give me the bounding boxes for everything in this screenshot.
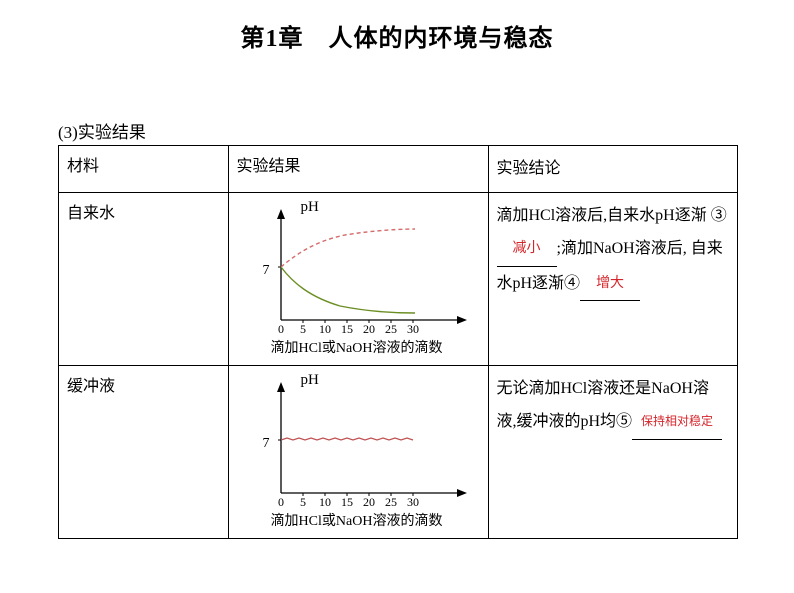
answer-3: 减小 bbox=[513, 241, 541, 256]
answer-4: 增大 bbox=[596, 276, 624, 291]
svg-text:5: 5 bbox=[300, 322, 306, 336]
cell-chart-water: pH 7 0 5 10 15 20 25 3 bbox=[228, 192, 488, 365]
text: 液,缓冲液的pH均⑤ bbox=[497, 413, 633, 430]
cell-material-water: 自来水 bbox=[59, 192, 229, 365]
svg-text:10: 10 bbox=[319, 495, 331, 509]
cell-conclusion-buffer: 无论滴加HCl溶液还是NaOH溶 液,缓冲液的pH均⑤ 保持相对稳定 bbox=[488, 365, 738, 538]
cell-chart-buffer: pH 7 0 5 10 15 20 25 30 bbox=[228, 365, 488, 538]
chart-water: pH 7 0 5 10 15 20 25 3 bbox=[237, 199, 477, 359]
svg-text:5: 5 bbox=[300, 495, 306, 509]
blank-5: 保持相对稳定 bbox=[632, 405, 722, 440]
table-row: 缓冲液 pH 7 0 5 10 15 20 25 bbox=[59, 365, 738, 538]
answer-5: 保持相对稳定 bbox=[641, 414, 713, 428]
svg-text:0: 0 bbox=[278, 322, 284, 336]
chart-buffer: pH 7 0 5 10 15 20 25 30 bbox=[237, 372, 477, 532]
svg-text:0: 0 bbox=[278, 495, 284, 509]
x-label: 滴加HCl或NaOH溶液的滴数 bbox=[237, 337, 477, 357]
section-label: (3)实验结果 bbox=[58, 118, 146, 143]
text: 滴加HCl溶液后,自来水pH逐渐 bbox=[497, 207, 707, 224]
header-result: 实验结果 bbox=[228, 146, 488, 193]
svg-text:25: 25 bbox=[385, 495, 397, 509]
blank-4: 增大 bbox=[580, 267, 640, 302]
svg-text:25: 25 bbox=[385, 322, 397, 336]
svg-text:10: 10 bbox=[319, 322, 331, 336]
cell-material-buffer: 缓冲液 bbox=[59, 365, 229, 538]
svg-text:15: 15 bbox=[341, 322, 353, 336]
cell-conclusion-water: 滴加HCl溶液后,自来水pH逐渐 ③减小;滴加NaOH溶液后, 自来水pH逐渐④… bbox=[488, 192, 738, 365]
blank-3: 减小 bbox=[497, 232, 557, 267]
chart-svg-water: 0 5 10 15 20 25 30 bbox=[265, 205, 475, 340]
svg-text:15: 15 bbox=[341, 495, 353, 509]
header-material: 材料 bbox=[59, 146, 229, 193]
svg-text:20: 20 bbox=[363, 322, 375, 336]
svg-text:30: 30 bbox=[407, 322, 419, 336]
header-conclusion: 实验结论 bbox=[488, 146, 738, 193]
text: 无论滴加HCl溶液还是NaOH溶 bbox=[497, 380, 709, 397]
page-title: 第1章 人体的内环境与稳态 bbox=[0, 0, 794, 53]
text: ;滴加NaOH溶液后, bbox=[557, 240, 687, 257]
svg-text:20: 20 bbox=[363, 495, 375, 509]
svg-text:30: 30 bbox=[407, 495, 419, 509]
blank-num-3: ③ bbox=[711, 207, 727, 224]
chart-svg-buffer: 0 5 10 15 20 25 30 bbox=[265, 378, 475, 513]
table-row: 自来水 pH 7 0 5 10 15 20 bbox=[59, 192, 738, 365]
x-label: 滴加HCl或NaOH溶液的滴数 bbox=[237, 510, 477, 530]
table-header-row: 材料 实验结果 实验结论 bbox=[59, 146, 738, 193]
result-table: 材料 实验结果 实验结论 自来水 pH 7 0 5 10 bbox=[58, 145, 738, 539]
